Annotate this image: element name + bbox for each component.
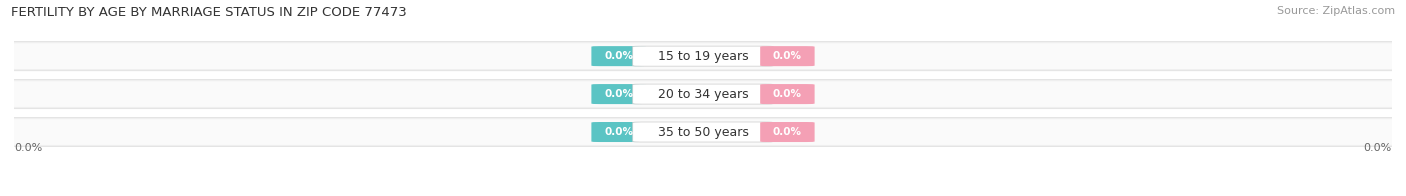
FancyBboxPatch shape (633, 46, 773, 66)
FancyBboxPatch shape (633, 84, 773, 104)
Text: 0.0%: 0.0% (605, 127, 633, 137)
FancyBboxPatch shape (761, 122, 814, 142)
FancyBboxPatch shape (592, 122, 645, 142)
FancyBboxPatch shape (592, 46, 645, 66)
Text: 0.0%: 0.0% (773, 89, 801, 99)
Text: Source: ZipAtlas.com: Source: ZipAtlas.com (1277, 6, 1395, 16)
FancyBboxPatch shape (761, 46, 814, 66)
Text: 0.0%: 0.0% (1364, 143, 1392, 153)
FancyBboxPatch shape (633, 122, 773, 142)
FancyBboxPatch shape (0, 42, 1406, 71)
Text: 0.0%: 0.0% (773, 127, 801, 137)
FancyBboxPatch shape (11, 43, 1395, 69)
Text: 0.0%: 0.0% (605, 51, 633, 61)
FancyBboxPatch shape (11, 119, 1395, 145)
FancyBboxPatch shape (0, 117, 1406, 147)
Text: 0.0%: 0.0% (773, 51, 801, 61)
FancyBboxPatch shape (0, 79, 1406, 109)
Text: 0.0%: 0.0% (14, 143, 42, 153)
Text: 0.0%: 0.0% (605, 89, 633, 99)
Text: 20 to 34 years: 20 to 34 years (658, 88, 748, 101)
FancyBboxPatch shape (761, 84, 814, 104)
Text: FERTILITY BY AGE BY MARRIAGE STATUS IN ZIP CODE 77473: FERTILITY BY AGE BY MARRIAGE STATUS IN Z… (11, 6, 406, 19)
Text: 35 to 50 years: 35 to 50 years (658, 125, 748, 139)
FancyBboxPatch shape (11, 81, 1395, 107)
FancyBboxPatch shape (592, 84, 645, 104)
Text: 15 to 19 years: 15 to 19 years (658, 50, 748, 63)
